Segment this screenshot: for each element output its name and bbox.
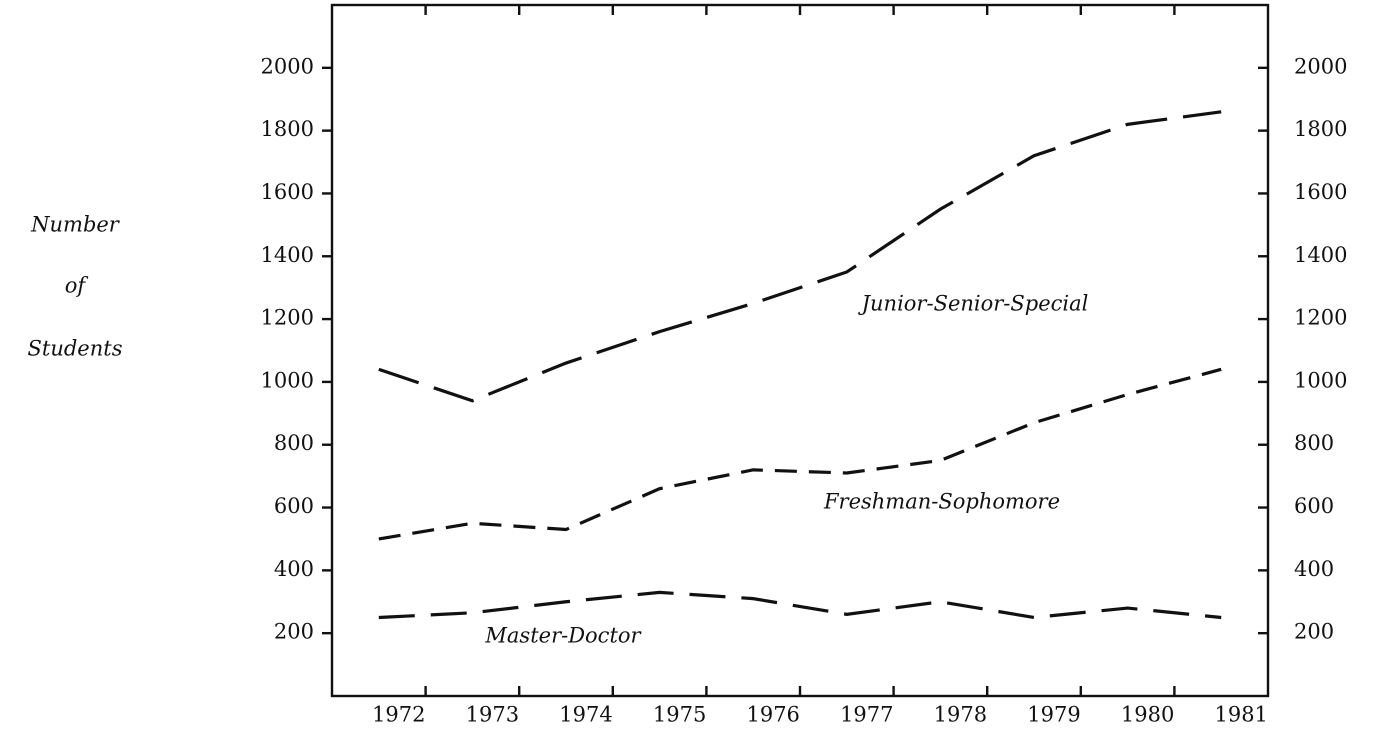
y-tick-label: 600 (274, 494, 314, 518)
y2-tick-label: 1200 (1294, 306, 1347, 330)
y2-tick-label: 400 (1294, 557, 1334, 581)
y-axis-label: Number of Students (28, 213, 123, 361)
series-line (378, 367, 1222, 541)
y2-tick-label: 1000 (1294, 368, 1347, 392)
y-tick-label: 1800 (261, 117, 314, 141)
y-tick-label: 2000 (261, 54, 314, 78)
x-tick-label: 1975 (653, 703, 706, 727)
x-tick-label: 1977 (840, 703, 893, 727)
series-line (378, 590, 1222, 620)
x-tick-label: 1978 (934, 703, 987, 727)
series-label: Master-Doctor (484, 624, 642, 648)
y-axis-label-line: of (65, 274, 89, 298)
y2-tick-label: 2000 (1294, 54, 1347, 78)
x-tick-label: 1974 (559, 703, 612, 727)
y2-tick-label: 200 (1294, 620, 1334, 644)
y2-tick-label: 800 (1294, 431, 1334, 455)
y2-tick-label: 1800 (1294, 117, 1347, 141)
y-axis-label-line: Number (30, 213, 121, 237)
y-axis-label-line: Students (28, 337, 123, 361)
y2-tick-label: 600 (1294, 494, 1334, 518)
x-tick-label: 1976 (746, 703, 799, 727)
y-tick-label: 400 (274, 557, 314, 581)
x-tick-label: 1972 (372, 703, 425, 727)
series-label: Freshman-Sophomore (823, 490, 1060, 514)
plot-frame (330, 3, 1270, 698)
x-tick-label: 1980 (1121, 703, 1174, 727)
y-tick-label: 1400 (261, 243, 314, 267)
x-tick-label: 1981 (1214, 703, 1267, 727)
y2-tick-label: 1400 (1294, 243, 1347, 267)
y-tick-label: 200 (274, 620, 314, 644)
y-tick-label: 1600 (261, 180, 314, 204)
series-label: Junior-Senior-Special (858, 292, 1089, 316)
y-tick-label: 1000 (261, 368, 314, 392)
y2-tick-label: 1600 (1294, 180, 1347, 204)
x-tick-label: 1973 (466, 703, 519, 727)
series-line (378, 110, 1222, 403)
y-tick-label: 800 (274, 431, 314, 455)
y-tick-label: 1200 (261, 306, 314, 330)
x-tick-label: 1979 (1027, 703, 1080, 727)
